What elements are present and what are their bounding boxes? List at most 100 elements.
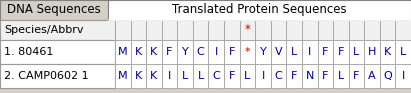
Text: L: L (291, 47, 297, 57)
Bar (115, 40, 131, 64)
Text: K: K (384, 47, 391, 57)
Bar (364, 64, 380, 88)
Text: C: C (197, 47, 205, 57)
Bar (255, 40, 271, 64)
Bar (302, 40, 318, 64)
Bar (162, 40, 177, 64)
Text: I: I (215, 47, 218, 57)
Text: DNA Sequences: DNA Sequences (7, 4, 101, 16)
Text: F: F (291, 71, 297, 81)
Text: M: M (118, 47, 127, 57)
Text: I: I (402, 71, 405, 81)
Bar (271, 64, 286, 88)
Bar (255, 20, 271, 40)
Bar (333, 20, 349, 40)
Bar (177, 20, 193, 40)
Bar (349, 40, 364, 64)
Bar (349, 64, 364, 88)
Bar (333, 40, 349, 64)
Text: I: I (261, 71, 265, 81)
Text: *: * (245, 47, 250, 57)
Bar (108, 0, 411, 20)
Text: Species/Abbrv: Species/Abbrv (4, 25, 83, 35)
Text: F: F (338, 47, 344, 57)
Bar (318, 20, 333, 40)
Text: Translated Protein Sequences: Translated Protein Sequences (172, 4, 347, 16)
Text: C: C (212, 71, 220, 81)
Text: M: M (118, 71, 127, 81)
Text: L: L (400, 47, 406, 57)
Bar (146, 20, 162, 40)
Text: F: F (322, 71, 328, 81)
Text: N: N (305, 71, 314, 81)
Bar (364, 40, 380, 64)
Text: K: K (135, 71, 142, 81)
Bar (318, 40, 333, 64)
Text: L: L (182, 71, 188, 81)
Bar (240, 40, 255, 64)
Bar (224, 64, 240, 88)
Text: F: F (229, 71, 235, 81)
Bar (0, 20, 115, 40)
Bar (395, 20, 411, 40)
Bar (271, 40, 286, 64)
Text: L: L (353, 47, 360, 57)
Bar (193, 20, 208, 40)
Text: L: L (338, 71, 344, 81)
Bar (208, 64, 224, 88)
Bar (177, 64, 193, 88)
Bar (255, 64, 271, 88)
Text: F: F (229, 47, 235, 57)
Bar (380, 40, 395, 64)
Bar (395, 64, 411, 88)
Bar (162, 64, 177, 88)
Bar (0, 40, 115, 64)
Text: 2. CAMP0602 1: 2. CAMP0602 1 (4, 71, 89, 81)
Bar (224, 40, 240, 64)
Bar (131, 40, 146, 64)
Text: Y: Y (260, 47, 266, 57)
Text: V: V (275, 47, 282, 57)
Text: Y: Y (182, 47, 189, 57)
Text: 1. 80461: 1. 80461 (4, 47, 53, 57)
Bar (193, 64, 208, 88)
Bar (318, 64, 333, 88)
Text: F: F (353, 71, 360, 81)
Bar (0, 0, 411, 20)
Bar (146, 40, 162, 64)
Bar (208, 20, 224, 40)
Bar (240, 20, 255, 40)
Bar (240, 64, 255, 88)
Bar (131, 64, 146, 88)
Bar (146, 64, 162, 88)
Text: C: C (275, 71, 282, 81)
Bar (333, 64, 349, 88)
Bar (286, 40, 302, 64)
Text: Q: Q (383, 71, 392, 81)
Bar (302, 20, 318, 40)
Text: F: F (322, 47, 328, 57)
Bar (177, 40, 193, 64)
Bar (395, 40, 411, 64)
Bar (286, 64, 302, 88)
Text: I: I (308, 47, 312, 57)
Bar (380, 20, 395, 40)
Bar (0, 0, 108, 20)
Text: K: K (135, 47, 142, 57)
Bar (162, 20, 177, 40)
Text: L: L (244, 71, 251, 81)
Bar (380, 64, 395, 88)
Bar (115, 20, 131, 40)
Bar (0, 64, 115, 88)
Text: H: H (368, 47, 376, 57)
Bar (271, 20, 286, 40)
Bar (349, 20, 364, 40)
Text: K: K (150, 71, 157, 81)
Text: I: I (168, 71, 171, 81)
Text: *: * (245, 24, 250, 36)
Text: F: F (166, 47, 173, 57)
Text: L: L (198, 71, 204, 81)
Text: K: K (150, 47, 157, 57)
Bar (224, 20, 240, 40)
Bar (208, 40, 224, 64)
